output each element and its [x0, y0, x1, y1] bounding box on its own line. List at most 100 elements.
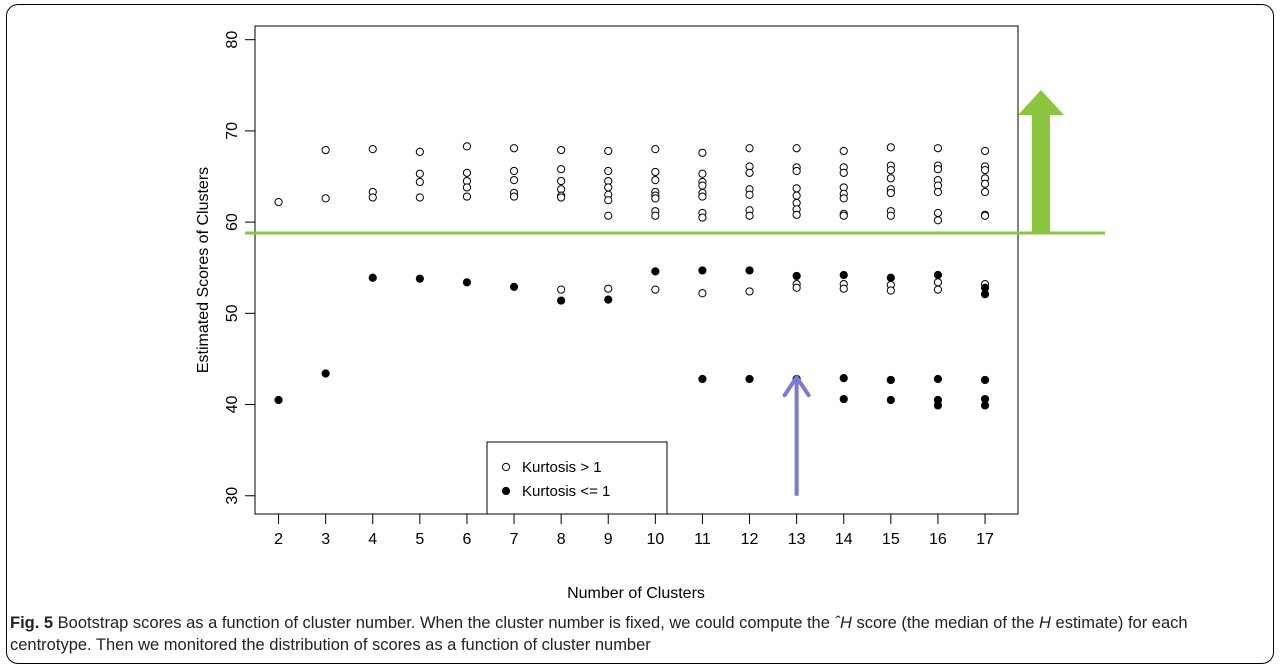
x-axis-title: Number of Clusters — [567, 585, 705, 602]
data-point-kurtosis-le-1 — [698, 374, 707, 384]
data-point-kurtosis-gt-1 — [980, 179, 990, 188]
data-point-kurtosis-le-1 — [839, 270, 848, 280]
data-point-kurtosis-le-1 — [274, 395, 283, 405]
data-point-kurtosis-le-1 — [933, 270, 943, 280]
data-point-kurtosis-gt-1 — [462, 168, 472, 177]
data-point-kurtosis-gt-1 — [933, 278, 943, 287]
data-point-kurtosis-gt-1 — [509, 166, 519, 176]
x-tick-label: 14 — [835, 531, 853, 548]
data-point-kurtosis-le-1 — [839, 394, 848, 404]
y-tick-label: 30 — [224, 487, 241, 505]
data-point-kurtosis-gt-1 — [462, 183, 472, 192]
data-point-kurtosis-gt-1 — [886, 188, 895, 198]
data-point-kurtosis-le-1 — [604, 295, 613, 304]
data-point-kurtosis-gt-1 — [415, 177, 424, 187]
data-point-kurtosis-le-1 — [933, 374, 943, 384]
x-tick-label: 5 — [415, 531, 424, 548]
data-point-kurtosis-gt-1 — [557, 193, 566, 202]
data-point-kurtosis-gt-1 — [792, 283, 801, 292]
x-tick-label: 17 — [976, 531, 994, 548]
y-tick-label: 60 — [224, 213, 241, 231]
x-tick-label: 6 — [462, 531, 471, 548]
data-point-kurtosis-gt-1 — [886, 211, 895, 220]
data-point-kurtosis-le-1 — [651, 267, 660, 276]
data-point-kurtosis-gt-1 — [792, 191, 801, 200]
data-point-kurtosis-gt-1 — [651, 194, 660, 203]
y-tick-label: 40 — [224, 396, 241, 414]
x-tick-label: 12 — [741, 531, 759, 548]
data-point-kurtosis-gt-1 — [933, 285, 943, 294]
x-axis: 2 3 4 5 6 7 8 9 10 11 12 13 14 15 16 17 — [274, 514, 994, 548]
data-point-kurtosis-le-1 — [698, 266, 707, 275]
x-tick-label: 7 — [510, 531, 519, 548]
data-point-kurtosis-le-1 — [368, 273, 377, 282]
legend-label-kurtosis-gt-1: Kurtosis > 1 — [522, 459, 602, 476]
data-point-kurtosis-le-1 — [745, 266, 754, 275]
data-point-kurtosis-gt-1 — [557, 145, 566, 155]
x-tick-label: 4 — [368, 531, 377, 548]
y-tick-label: 80 — [224, 31, 241, 49]
data-point-kurtosis-gt-1 — [368, 193, 377, 202]
data-point-kurtosis-gt-1 — [886, 143, 895, 152]
caption-text-2: score (the median of the — [851, 614, 1040, 632]
data-point-kurtosis-gt-1 — [698, 181, 707, 190]
y-tick-label: 50 — [224, 304, 241, 322]
y-axis: 30 40 50 60 70 80 — [224, 31, 255, 505]
x-tick-label: 15 — [882, 531, 900, 548]
caption-symbol-h-2: H — [1039, 614, 1051, 632]
data-point-kurtosis-gt-1 — [557, 165, 566, 174]
scatter-chart: 2 3 4 5 6 7 8 9 10 11 12 13 14 15 16 17 30 40 50 60 70 80 Nu… — [195, 25, 1105, 602]
data-point-kurtosis-gt-1 — [604, 166, 613, 176]
caption-fig-label: Fig. 5 — [10, 614, 54, 632]
data-point-kurtosis-gt-1 — [604, 284, 613, 293]
data-point-kurtosis-le-1 — [415, 274, 424, 283]
data-point-kurtosis-le-1 — [980, 375, 990, 385]
data-point-kurtosis-gt-1 — [462, 192, 472, 201]
legend-marker-filled — [501, 486, 511, 496]
green-up-arrow — [1018, 90, 1064, 234]
data-point-kurtosis-gt-1 — [698, 169, 707, 178]
annotation-overlays — [245, 90, 1105, 496]
data-point-kurtosis-gt-1 — [886, 286, 895, 295]
data-point-kurtosis-gt-1 — [839, 168, 848, 177]
data-point-kurtosis-gt-1 — [698, 148, 707, 157]
x-tick-label: 11 — [694, 531, 711, 548]
x-tick-label: 8 — [557, 531, 566, 548]
data-point-kurtosis-gt-1 — [604, 196, 613, 205]
figure-frame — [6, 4, 1274, 664]
x-tick-label: 2 — [274, 531, 283, 548]
data-point-kurtosis-gt-1 — [839, 194, 848, 203]
data-point-kurtosis-gt-1 — [557, 176, 566, 186]
legend-label-kurtosis-le-1: Kurtosis <= 1 — [522, 483, 610, 500]
x-tick-label: 16 — [929, 531, 947, 548]
blue-arrow-head — [782, 375, 811, 398]
legend: Kurtosis > 1 Kurtosis <= 1 — [486, 441, 668, 515]
data-point-kurtosis-gt-1 — [368, 145, 377, 154]
x-tick-label: 9 — [604, 531, 613, 548]
data-point-kurtosis-gt-1 — [980, 187, 990, 197]
caption-symbol-hat: ˆ — [834, 614, 840, 632]
data-point-kurtosis-gt-1 — [745, 168, 754, 177]
data-points — [274, 142, 990, 410]
data-point-kurtosis-gt-1 — [745, 144, 754, 153]
data-point-kurtosis-gt-1 — [792, 184, 801, 193]
data-point-kurtosis-gt-1 — [651, 176, 660, 185]
legend-box — [486, 441, 668, 515]
data-point-kurtosis-gt-1 — [604, 146, 613, 156]
data-point-kurtosis-gt-1 — [933, 208, 943, 218]
data-point-kurtosis-le-1 — [839, 373, 848, 383]
data-point-kurtosis-gt-1 — [839, 146, 848, 156]
data-point-kurtosis-le-1 — [792, 271, 801, 281]
data-point-kurtosis-le-1 — [980, 401, 990, 410]
caption-text-3: estimate) for each centrotype. Then we m… — [10, 614, 1188, 654]
data-point-kurtosis-gt-1 — [415, 193, 424, 202]
data-point-kurtosis-gt-1 — [933, 144, 943, 153]
data-point-kurtosis-gt-1 — [792, 144, 801, 153]
data-point-kurtosis-gt-1 — [698, 192, 707, 201]
data-point-kurtosis-gt-1 — [745, 287, 754, 296]
data-point-kurtosis-gt-1 — [698, 213, 707, 222]
data-point-kurtosis-gt-1 — [509, 144, 519, 153]
data-point-kurtosis-le-1 — [933, 401, 943, 410]
data-point-kurtosis-gt-1 — [792, 210, 801, 219]
data-point-kurtosis-gt-1 — [604, 211, 613, 220]
